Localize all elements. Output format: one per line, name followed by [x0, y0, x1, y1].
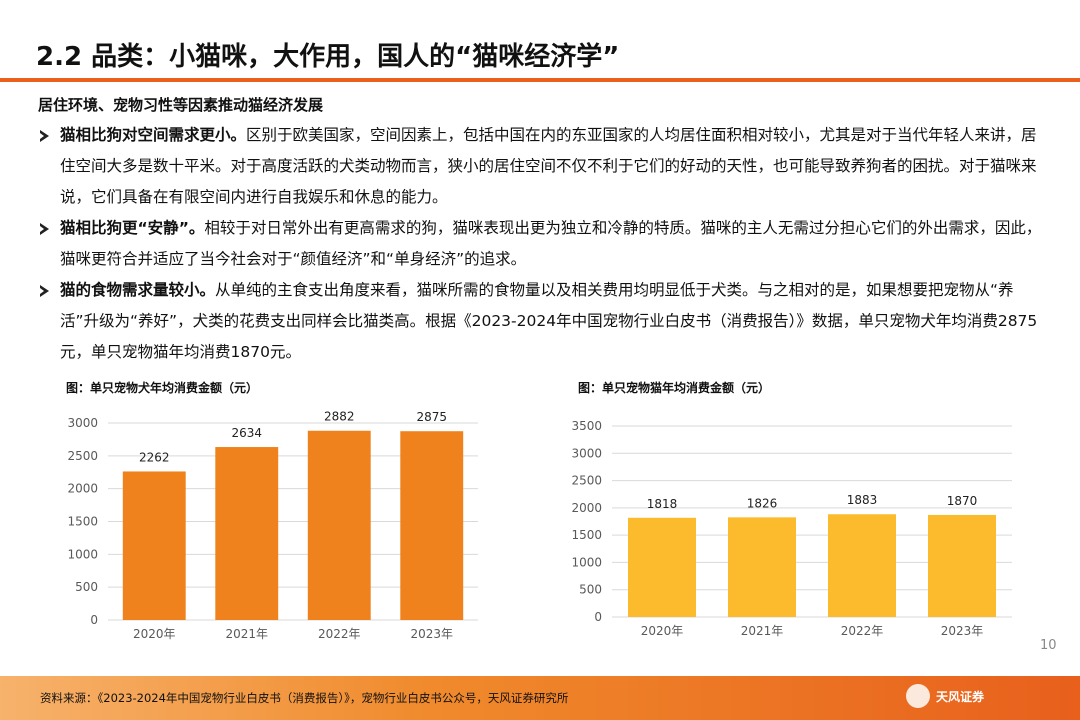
y-tick-label: 0 — [90, 613, 98, 627]
bullet-lead: 猫相比狗对空间需求更小。 — [60, 126, 247, 144]
bullet: 猫的食物需求量较小。从单纯的主食支出角度来看，猫咪所需的食物量以及相关费用均明显… — [38, 275, 1050, 368]
bullet-text: 区别于欧美国家，空间因素上，包括中国在内的东亚国家的人均居住面积相对较小，尤其是… — [60, 126, 1037, 206]
bar — [215, 447, 279, 620]
bullet-list: 猫相比狗对空间需求更小。区别于欧美国家，空间因素上，包括中国在内的东亚国家的人均… — [38, 120, 1050, 368]
y-tick-label: 2000 — [67, 482, 98, 496]
y-tick-label: 500 — [579, 583, 602, 597]
title-rule — [0, 78, 1080, 82]
data-label: 2634 — [231, 426, 262, 440]
y-tick-label: 3000 — [571, 446, 602, 460]
x-tick-label: 2022年 — [841, 624, 884, 638]
y-tick-label: 3000 — [67, 416, 98, 430]
bar — [122, 471, 186, 620]
x-tick-label: 2023年 — [941, 624, 984, 638]
bar — [628, 517, 696, 617]
bar — [928, 514, 996, 617]
x-tick-label: 2020年 — [641, 624, 684, 638]
bullet-lead: 猫相比狗更“安静”。 — [60, 219, 205, 237]
y-tick-label: 1500 — [571, 528, 602, 542]
y-tick-label: 3500 — [571, 419, 602, 433]
bullet: 猫相比狗对空间需求更小。区别于欧美国家，空间因素上，包括中国在内的东亚国家的人均… — [38, 120, 1050, 213]
bar — [728, 517, 796, 617]
bar — [828, 514, 896, 617]
page-number: 10 — [1040, 638, 1057, 653]
data-label: 2882 — [324, 410, 355, 424]
y-tick-label: 1500 — [67, 515, 98, 529]
y-tick-label: 1000 — [571, 555, 602, 569]
data-label: 1826 — [747, 496, 778, 510]
data-label: 1883 — [847, 493, 878, 507]
data-label: 2875 — [416, 410, 447, 424]
bullet-arrow — [40, 223, 49, 235]
data-label: 1870 — [947, 494, 978, 508]
bar — [307, 430, 371, 620]
x-tick-label: 2022年 — [318, 627, 361, 641]
subheading: 居住环境、宠物习性等因素推动猫经济发展 — [38, 96, 324, 114]
bullet-arrow — [40, 285, 49, 297]
y-tick-label: 2500 — [571, 474, 602, 488]
logo-mark — [906, 684, 930, 708]
y-tick-label: 2000 — [571, 501, 602, 515]
slide-title: 2.2 品类：小猫咪，大作用，国人的“猫咪经济学” — [36, 42, 620, 72]
y-tick-label: 500 — [75, 580, 98, 594]
footer-band — [0, 676, 1080, 720]
data-label: 1818 — [647, 497, 678, 511]
logo-text: 天风证券 — [936, 690, 985, 704]
x-tick-label: 2021年 — [741, 624, 784, 638]
source-note: 资料来源：《2023-2024年中国宠物行业白皮书（消费报告）》，宠物行业白皮书… — [40, 691, 569, 705]
y-tick-label: 2500 — [67, 449, 98, 463]
x-tick-label: 2021年 — [225, 627, 268, 641]
x-tick-label: 2023年 — [410, 627, 453, 641]
bullet-text: 从单纯的主食支出角度来看，猫咪所需的食物量以及相关费用均明显低于犬类。与之相对的… — [60, 281, 1038, 361]
bar — [400, 431, 464, 620]
bullet-text: 相较于对日常外出有更高需求的狗，猫咪表现出更为独立和冷静的特质。猫咪的主人无需过… — [60, 219, 1042, 268]
bullet-arrow — [40, 130, 49, 142]
chart-title: 图：单只宠物犬年均消费金额（元） — [66, 380, 258, 395]
bullet: 猫相比狗更“安静”。相较于对日常外出有更高需求的狗，猫咪表现出更为独立和冷静的特… — [38, 213, 1050, 275]
bullet-lead: 猫的食物需求量较小。 — [60, 281, 216, 299]
chart-title: 图：单只宠物猫年均消费金额（元） — [578, 380, 770, 395]
y-tick-label: 0 — [594, 610, 602, 624]
y-tick-label: 1000 — [67, 547, 98, 561]
data-label: 2262 — [139, 450, 170, 464]
x-tick-label: 2020年 — [133, 627, 176, 641]
